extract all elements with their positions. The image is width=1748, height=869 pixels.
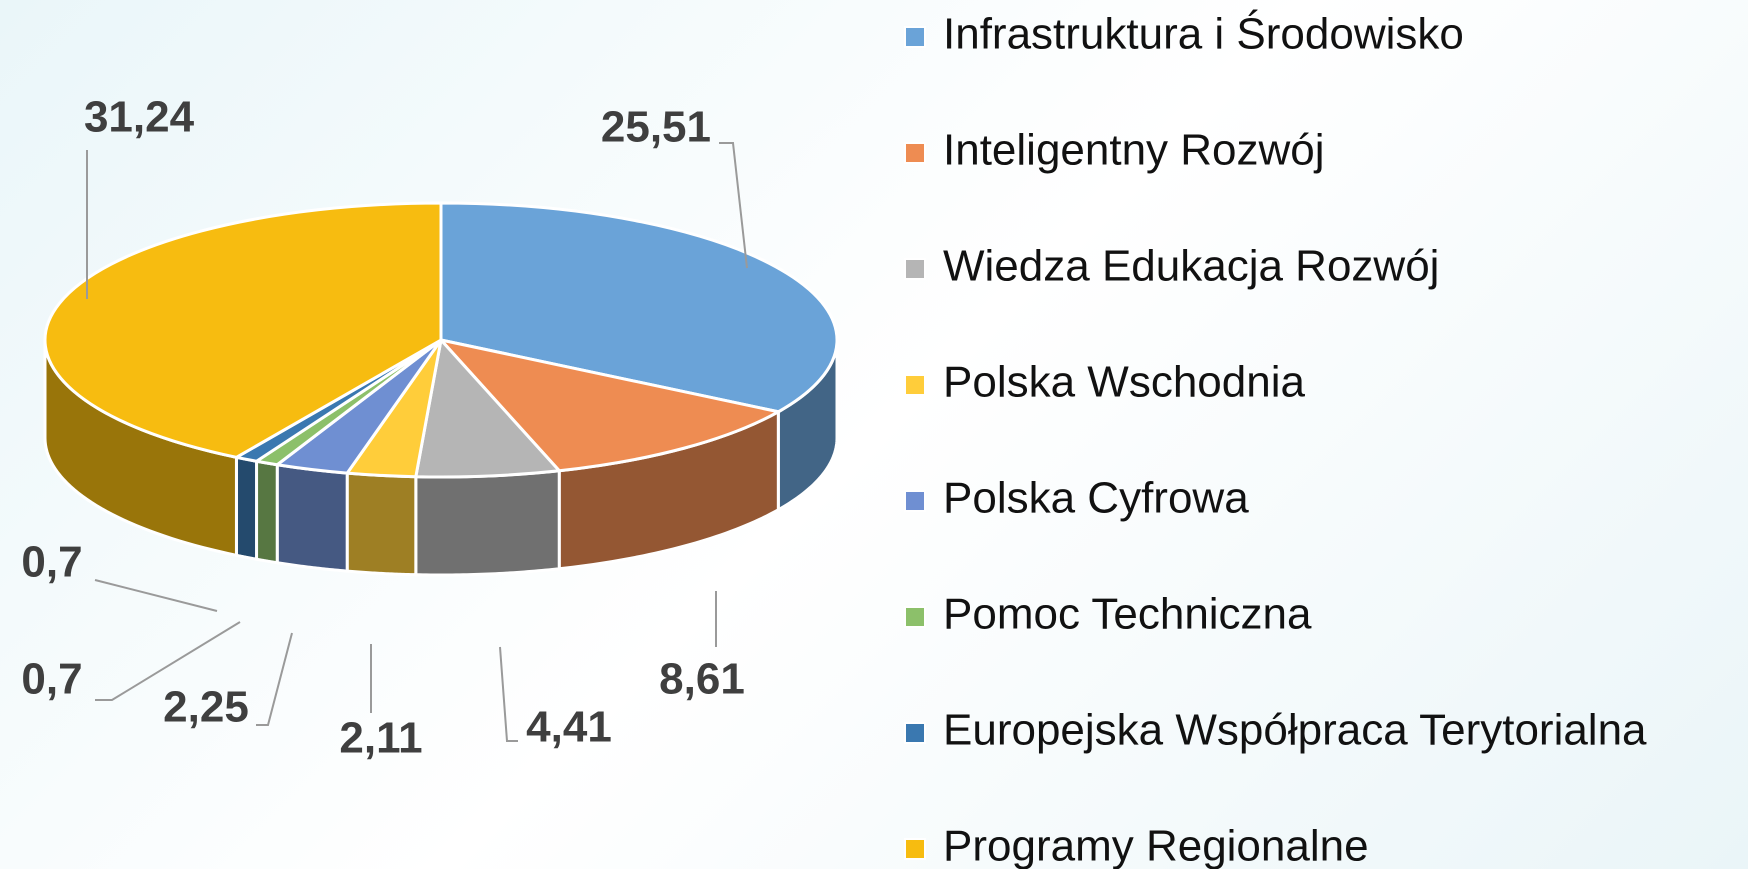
legend-label: Infrastruktura i Środowisko [943, 8, 1464, 59]
legend-swatch [904, 490, 926, 512]
legend-label: Wiedza Edukacja Rozwój [943, 242, 1439, 291]
legend-label: Inteligentny Rozwój [943, 126, 1325, 175]
legend-swatch [904, 722, 926, 744]
legend-label: Polska Cyfrowa [943, 474, 1249, 523]
pie-side [234, 455, 259, 562]
leader-line [256, 632, 293, 726]
data-label: 0,7 [21, 655, 82, 704]
pie-side [345, 471, 418, 577]
legend-label: Polska Wschodnia [943, 358, 1305, 407]
data-label: 2,25 [163, 683, 249, 732]
legend-swatch [904, 606, 926, 628]
pie-side [275, 462, 349, 573]
leader-line [499, 646, 518, 742]
leader-line [95, 621, 241, 701]
data-label: 8,61 [659, 655, 745, 704]
data-label: 25,51 [601, 103, 711, 152]
pie-slice [436, 337, 783, 473]
leader-line [94, 579, 218, 612]
pie-slice [43, 201, 443, 459]
data-label: 0,7 [21, 538, 82, 587]
data-label: 2,11 [339, 714, 422, 763]
legend-swatch [904, 26, 926, 48]
data-label: 31,24 [84, 93, 195, 142]
pie-slice [414, 336, 563, 479]
data-label: 4,41 [526, 703, 612, 752]
legend-label: Europejska Współpraca Terytorialna [943, 706, 1647, 755]
legend-swatch [904, 142, 926, 164]
leader-line [719, 142, 748, 269]
legend-label: Programy Regionalne [943, 822, 1369, 869]
legend-label: Pomoc Techniczna [943, 590, 1312, 639]
legend-swatch [904, 258, 926, 280]
legend-swatch [904, 374, 926, 396]
pie-side [255, 459, 279, 565]
pie-side [414, 469, 561, 577]
legend-swatch [904, 838, 926, 860]
